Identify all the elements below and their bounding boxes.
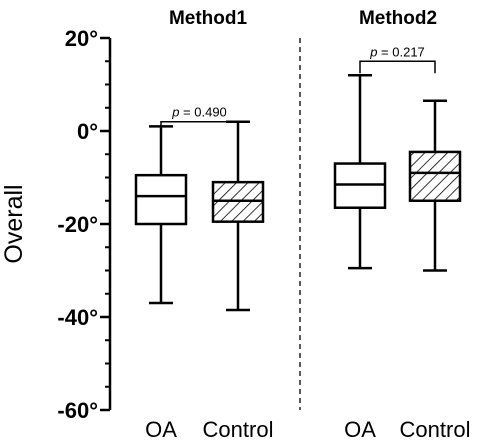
y-axis-title: Overall: [0, 184, 28, 263]
comparison-bracket: [160, 120, 239, 134]
p-value: = 0.490: [179, 105, 226, 120]
y-tick-label: -20°: [57, 212, 98, 237]
p-value-label: p = 0.217: [369, 44, 425, 59]
y-tick-label: -60°: [57, 398, 98, 423]
p-value: = 0.217: [377, 44, 424, 59]
x-category-label: Control: [400, 417, 471, 442]
x-category-label: OA: [344, 417, 376, 442]
y-tick-label: 20°: [65, 26, 98, 51]
p-value-label: p = 0.490: [171, 105, 227, 120]
box-iqr: [408, 150, 462, 203]
x-category-label: OA: [145, 417, 177, 442]
y-tick-label: -40°: [57, 305, 98, 330]
panel-title: Method1: [169, 8, 248, 29]
p-symbol: p: [171, 105, 179, 120]
y-tick-label: 0°: [77, 119, 98, 144]
box-iqr: [134, 173, 188, 226]
comparison-bracket: [359, 60, 436, 74]
x-category-label: Control: [203, 417, 274, 442]
p-symbol: p: [369, 44, 377, 59]
panel-title: Method2: [359, 8, 437, 29]
